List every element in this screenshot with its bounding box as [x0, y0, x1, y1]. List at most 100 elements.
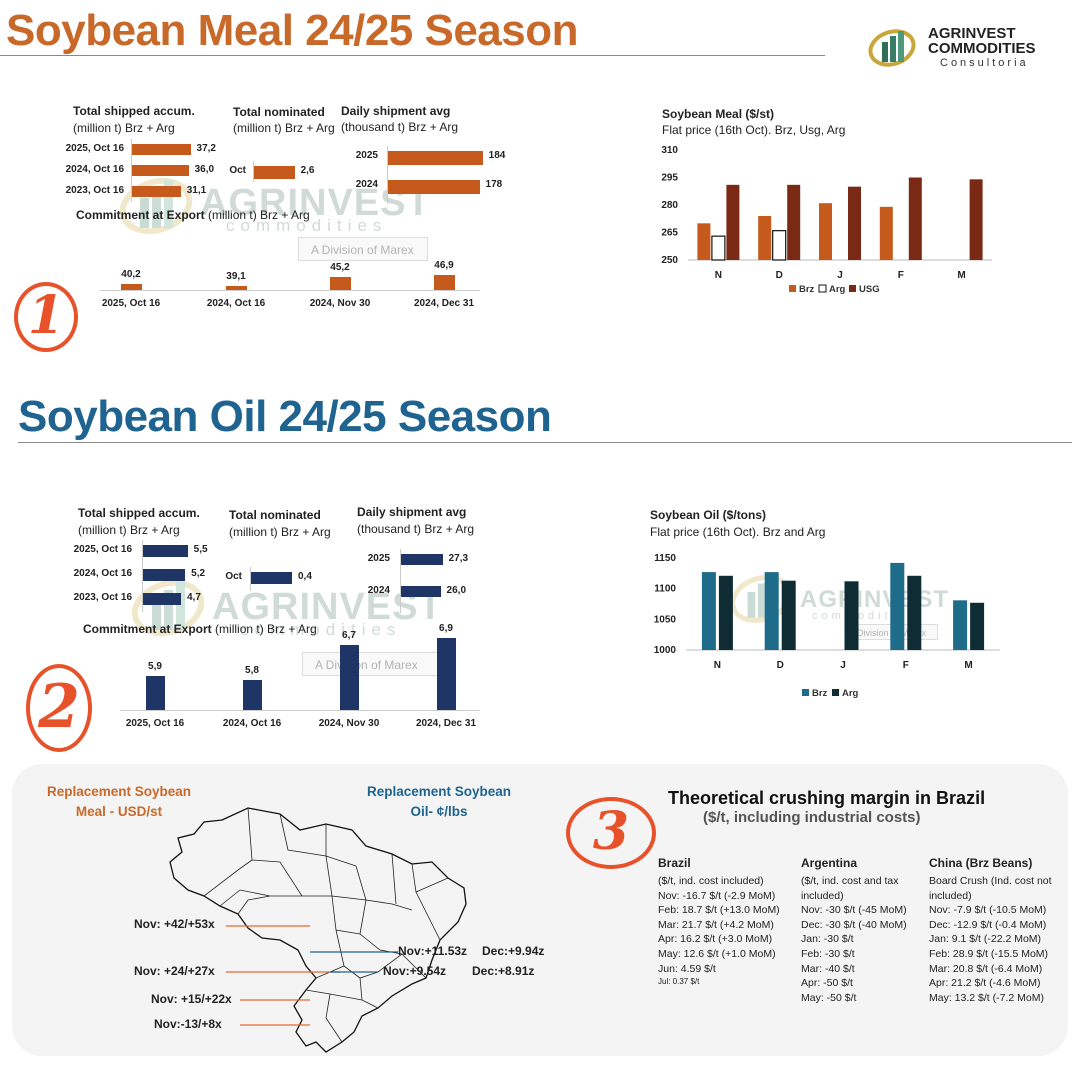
oil-daily-subtitle: (thousand t) Brz + Arg [357, 522, 475, 536]
y-tick-label: 250 [661, 255, 678, 266]
crushing-line: ($/t, ind. cost and tax [801, 875, 899, 887]
crushing-line: Jun: 4.59 $/t [658, 962, 716, 975]
crushing-line: Feb: -30 $/t [801, 947, 855, 960]
watermark-division: A Division of Marex [302, 652, 440, 676]
meal-daily-bar-value: 178 [485, 179, 503, 190]
x-tick-label: J [837, 270, 843, 281]
oil-shipped-bar-label: 2024, Oct 16 [73, 568, 132, 579]
meal-nominated-bar-label: Oct [229, 165, 246, 176]
crushing-line: May: 12.6 $/t (+1.0 MoM) [658, 947, 776, 960]
oil-title-rule [18, 442, 1072, 443]
oil-daily-axis [400, 549, 401, 613]
oil-price-plot: 1000 1050 1100 1150 N D J F M Brz Arg [654, 553, 1000, 699]
section-number-2: 2 [26, 664, 92, 752]
meal-commitment-title-rest: (million t) Brz + Arg [208, 208, 310, 222]
meal-shipped-subtitle: (million t) Brz + Arg [73, 121, 175, 135]
replacement-oil-title: Replacement Soybean Oil- ¢/lbs [354, 782, 524, 822]
bar-arg [781, 580, 796, 650]
meal-shipped-bar [131, 165, 189, 176]
crushing-subtitle: ($/t, including industrial costs) [703, 809, 921, 826]
replacement-oil-title-line1: Replacement Soybean [366, 784, 512, 799]
meal-nominated-subtitle: (million t) Brz + Arg [233, 121, 335, 135]
oil-shipped-subtitle: (million t) Brz + Arg [78, 523, 180, 537]
replacement-meal-title-line1: Replacement Soybean [46, 784, 192, 799]
crushing-line: included) [929, 889, 972, 902]
x-tick-label: D [777, 660, 784, 671]
oil-shipped-bar-label: 2023, Oct 16 [73, 592, 132, 603]
meal-commitment-bar [120, 284, 142, 290]
y-tick-label: 1150 [654, 553, 676, 564]
x-tick-label: M [957, 270, 965, 281]
crushing-line: Nov: -7.9 $/t (-10.5 MoM) [929, 904, 1047, 917]
crushing-line: Mar: 21.7 $/t (+4.2 MoM) [658, 918, 774, 931]
oil-commitment-bar-label: 2025, Oct 16 [125, 718, 185, 729]
bar-arg [718, 575, 733, 650]
replacement-label-oil-1: Nov:+11.53z [398, 944, 468, 958]
bar-brz [819, 203, 832, 260]
meal-section-title: Soybean Meal 24/25 Season [6, 6, 579, 55]
oil-commitment-bar [145, 675, 165, 710]
oil-commitment-title-bold: Commitment at Export [83, 622, 212, 636]
meal-shipped-bar-value: 31,1 [186, 185, 207, 196]
bar-brz [953, 600, 968, 650]
meal-commitment-baseline [100, 290, 480, 291]
meal-commitment-bar-value: 40,2 [121, 269, 141, 281]
oil-commitment-title: Commitment at Export (million t) Brz + A… [83, 622, 317, 636]
oil-daily-bar [400, 554, 443, 565]
meal-nominated-bar [253, 166, 295, 179]
oil-nominated-bar-label: Oct [225, 571, 242, 582]
oil-shipped-axis [142, 540, 143, 612]
meal-shipped-bar-label: 2024, Oct 16 [65, 164, 124, 175]
legend-label-usg: USG [859, 284, 880, 295]
legend-swatch-brz [789, 285, 796, 292]
x-tick-label: N [714, 660, 721, 671]
oil-shipped-bar [142, 569, 186, 581]
meal-daily-bar-label: 2025 [355, 150, 378, 161]
bar-brz [697, 223, 711, 260]
meal-commitment-bar-label: 2024, Nov 30 [309, 298, 371, 309]
brand-name-line2: COMMODITIES [928, 40, 1036, 57]
crushing-line: May: -50 $/t [801, 991, 857, 1004]
oil-daily-bar [400, 586, 441, 597]
bar-brz [758, 216, 772, 260]
meal-shipped-bar-label: 2025, Oct 16 [65, 143, 124, 154]
oil-commitment-baseline [120, 710, 480, 711]
replacement-label-oil-4: Dec:+8.91z [472, 964, 535, 978]
bar-brz [879, 206, 893, 260]
bar-usg [726, 184, 740, 260]
bar-arg [711, 235, 726, 261]
bar-brz [890, 562, 905, 650]
crushing-line: Jan: 9.1 $/t (-22.2 MoM) [929, 933, 1042, 946]
oil-shipped-title: Total shipped accum. [78, 506, 200, 520]
oil-nominated-bar [250, 572, 292, 584]
y-tick-label: 280 [661, 200, 678, 211]
y-tick-label: 1050 [654, 614, 677, 625]
crushing-line: Dec: -12.9 $/t (-0.4 MoM) [929, 918, 1047, 931]
brazil-map [169, 807, 467, 1053]
meal-nominated-title: Total nominated [233, 105, 325, 119]
meal-shipped-bar-value: 37,2 [196, 143, 216, 154]
y-tick-label: 310 [661, 145, 678, 156]
bar-usg [787, 184, 801, 260]
x-tick-label: N [715, 270, 722, 281]
x-tick-label: F [903, 660, 909, 671]
meal-daily-title: Daily shipment avg [341, 104, 451, 118]
oil-daily-bar-label: 2025 [367, 553, 390, 564]
replacement-label-oil-2: Dec:+9.94z [482, 944, 545, 958]
oil-daily-bar-value: 27,3 [448, 553, 469, 564]
meal-title-rule [0, 55, 825, 56]
meal-commitment-bar [225, 285, 247, 290]
crushing-column-brazil: Brazil ($/t, ind. cost included) Nov: -1… [658, 856, 780, 988]
oil-commitment-bar [339, 645, 359, 710]
bar-arg [907, 575, 922, 650]
meal-daily-bar [387, 180, 480, 194]
brand-name-line1: AGRINVEST [928, 25, 1016, 42]
crushing-title: Theoretical crushing margin in Brazil [668, 788, 986, 808]
section-number-1: 1 [14, 282, 78, 352]
meal-price-chart-subtitle: Flat price (16th Oct). Brz, Usg, Arg [662, 123, 846, 137]
meal-commitment-bar [433, 274, 455, 290]
x-tick-label: D [776, 270, 783, 281]
bar-brz [764, 572, 779, 650]
brand-logo: AGRINVEST COMMODITIES Consultoria [868, 24, 1068, 74]
replacement-label-meal-4: Nov:-13/+8x [154, 1017, 222, 1031]
